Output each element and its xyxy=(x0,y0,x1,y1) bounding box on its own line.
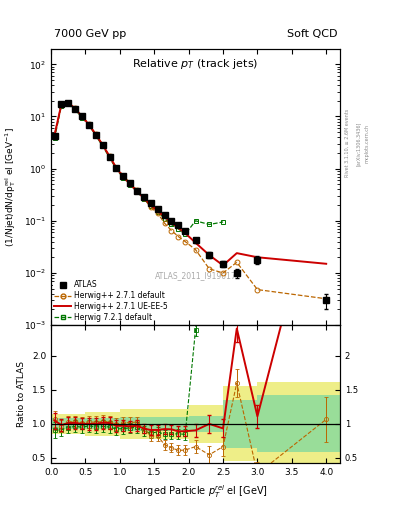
Text: Soft QCD: Soft QCD xyxy=(286,29,337,39)
Y-axis label: (1/Njet)dN/dp$_\mathsf{T}^\mathsf{rel}$ el [GeV$^{-1}$]: (1/Njet)dN/dp$_\mathsf{T}^\mathsf{rel}$ … xyxy=(4,127,18,247)
Text: 7000 GeV pp: 7000 GeV pp xyxy=(54,29,126,39)
X-axis label: Charged Particle $p_T^{rel}$ el [GeV]: Charged Particle $p_T^{rel}$ el [GeV] xyxy=(123,483,268,500)
Text: Relative $p_T$ (track jets): Relative $p_T$ (track jets) xyxy=(132,57,259,71)
Text: Rivet 3.1.10, ≥ 2.6M events: Rivet 3.1.10, ≥ 2.6M events xyxy=(345,109,350,178)
Y-axis label: Ratio to ATLAS: Ratio to ATLAS xyxy=(17,361,26,427)
Text: mcplots.cern.ch: mcplots.cern.ch xyxy=(365,124,370,163)
Legend: ATLAS, Herwig++ 2.7.1 default, Herwig++ 2.7.1 UE-EE-5, Herwig 7.2.1 default: ATLAS, Herwig++ 2.7.1 default, Herwig++ … xyxy=(53,280,169,323)
Text: ATLAS_2011_I919017: ATLAS_2011_I919017 xyxy=(154,271,237,280)
Text: [arXiv:1306.3436]: [arXiv:1306.3436] xyxy=(356,121,361,165)
